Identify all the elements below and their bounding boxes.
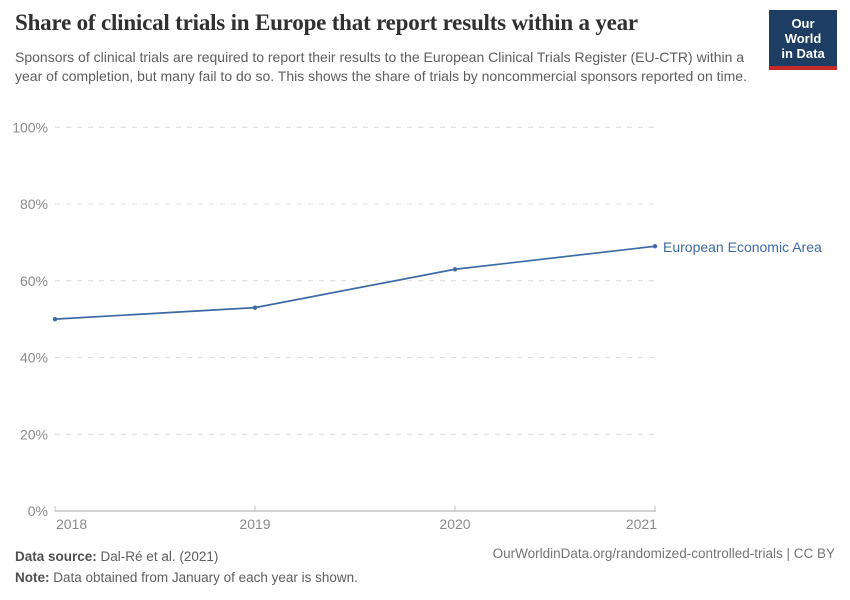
series-label: European Economic Area	[663, 239, 822, 255]
y-tick-label: 60%	[20, 273, 48, 289]
note-text: Data obtained from January of each year …	[53, 570, 358, 585]
note-line: Note: Data obtained from January of each…	[15, 567, 358, 588]
chart-subtitle: Sponsors of clinical trials are required…	[15, 49, 747, 84]
owid-logo[interactable]: Our World in Data	[769, 10, 837, 70]
x-tick-label: 2019	[239, 516, 270, 532]
data-point	[52, 316, 58, 322]
data-point	[252, 305, 258, 310]
y-tick-label: 40%	[20, 350, 48, 366]
data-line	[54, 245, 656, 320]
note-label: Note:	[15, 570, 50, 585]
x-tick-label: 2020	[439, 516, 470, 532]
data-point	[652, 244, 658, 249]
data-source-label: Data source:	[15, 549, 97, 564]
owid-logo-line1: Our World	[784, 16, 822, 46]
data-source-line: Data source: Dal-Ré et al. (2021)	[15, 546, 358, 567]
x-tick-label: 2018	[56, 516, 87, 532]
y-tick-label: 80%	[20, 196, 48, 212]
y-tick-label: 0%	[28, 503, 48, 519]
data-point	[452, 267, 458, 272]
owid-logo-line2: in Data	[781, 46, 825, 61]
footer-notes: Data source: Dal-Ré et al. (2021) Note: …	[15, 546, 358, 588]
data-source-text: Dal-Ré et al. (2021)	[100, 549, 219, 564]
x-tick-label: 2021	[626, 516, 657, 532]
y-tick-label: 100%	[12, 119, 48, 135]
footer-url[interactable]: OurWorldinData.org/randomized-controlled…	[492, 546, 835, 561]
chart-title: Share of clinical trials in Europe that …	[15, 10, 638, 35]
y-tick-label: 20%	[20, 426, 48, 442]
